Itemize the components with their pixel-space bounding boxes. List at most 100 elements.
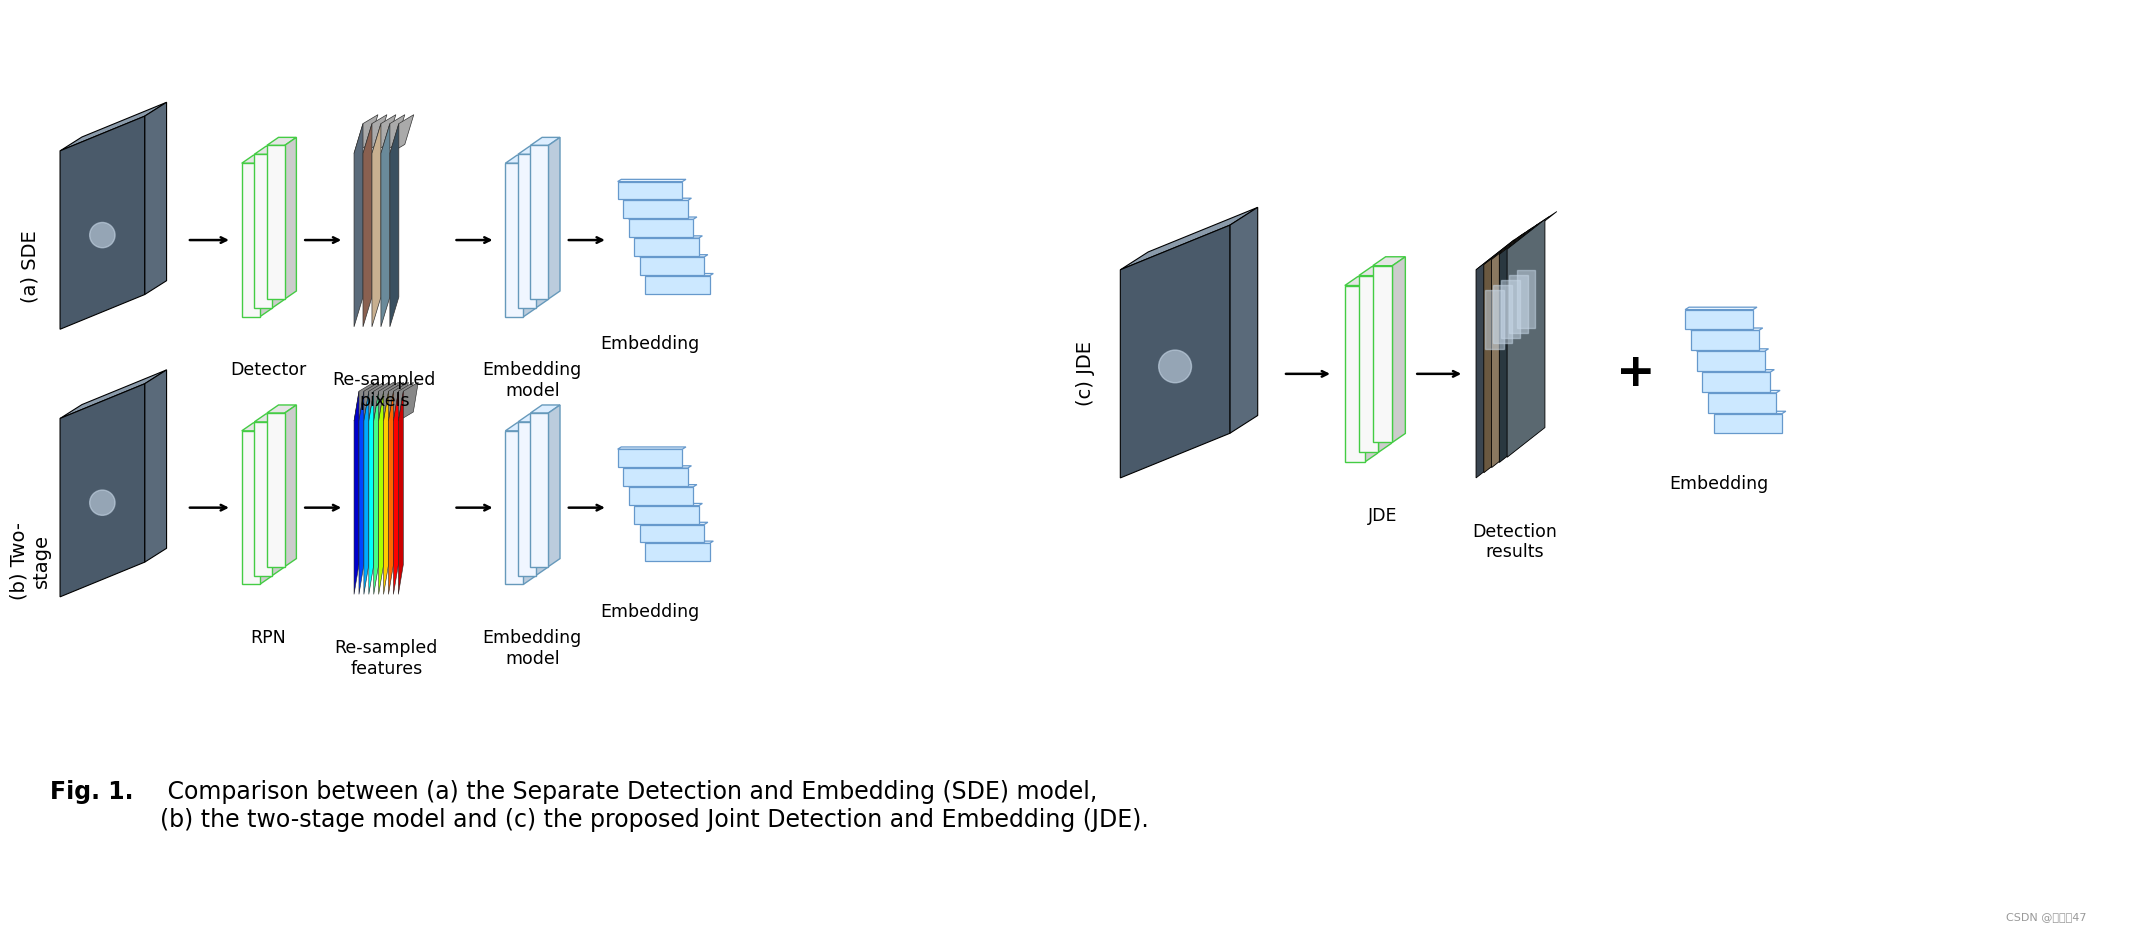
Polygon shape [260, 423, 271, 584]
Polygon shape [260, 155, 271, 317]
Polygon shape [145, 370, 166, 562]
Text: (b) Two-
stage: (b) Two- stage [11, 522, 51, 600]
Polygon shape [530, 405, 560, 413]
Polygon shape [635, 235, 703, 238]
Polygon shape [628, 219, 694, 237]
Polygon shape [379, 383, 398, 421]
Bar [1502, 280, 1521, 339]
Polygon shape [394, 391, 398, 595]
Polygon shape [354, 114, 377, 153]
Polygon shape [530, 137, 560, 145]
Polygon shape [1685, 307, 1757, 310]
Polygon shape [253, 155, 273, 308]
Polygon shape [618, 179, 686, 182]
Text: Embedding
model: Embedding model [484, 361, 581, 401]
Bar [1517, 270, 1536, 328]
Polygon shape [1485, 234, 1521, 473]
Polygon shape [60, 116, 145, 329]
Polygon shape [1708, 390, 1781, 393]
Polygon shape [645, 543, 709, 561]
Polygon shape [60, 102, 166, 151]
Text: CSDN @大笨鱼47: CSDN @大笨鱼47 [2006, 912, 2085, 922]
Polygon shape [241, 423, 271, 431]
Polygon shape [524, 423, 535, 584]
Polygon shape [1491, 230, 1529, 468]
Polygon shape [530, 145, 547, 299]
Polygon shape [635, 504, 703, 506]
Circle shape [89, 490, 115, 515]
Polygon shape [241, 163, 260, 317]
Polygon shape [547, 405, 560, 567]
Polygon shape [1344, 285, 1365, 462]
Polygon shape [253, 414, 283, 422]
Text: Embedding: Embedding [601, 603, 699, 621]
Text: Re-sampled
pixels: Re-sampled pixels [332, 371, 437, 410]
Polygon shape [1500, 217, 1549, 254]
Polygon shape [624, 201, 688, 219]
Polygon shape [618, 182, 682, 200]
Polygon shape [639, 255, 707, 257]
Polygon shape [60, 370, 166, 418]
Polygon shape [635, 506, 699, 523]
Polygon shape [266, 413, 285, 567]
Polygon shape [1120, 225, 1229, 478]
Bar [1508, 275, 1527, 333]
Bar [1493, 285, 1512, 343]
Polygon shape [518, 146, 547, 155]
Polygon shape [645, 274, 714, 276]
Polygon shape [60, 384, 145, 597]
Polygon shape [537, 414, 547, 576]
Text: (a) SDE: (a) SDE [21, 231, 40, 303]
Circle shape [89, 222, 115, 248]
Polygon shape [383, 383, 403, 421]
Polygon shape [379, 391, 383, 595]
Polygon shape [1485, 227, 1534, 265]
Polygon shape [1365, 277, 1378, 462]
Text: +: + [1615, 352, 1655, 397]
Polygon shape [628, 217, 697, 219]
Polygon shape [1715, 411, 1785, 414]
Polygon shape [373, 114, 396, 153]
Polygon shape [624, 198, 692, 201]
Polygon shape [266, 145, 285, 299]
Polygon shape [398, 383, 417, 421]
Polygon shape [241, 155, 271, 163]
Text: Re-sampled
features: Re-sampled features [334, 639, 439, 678]
Text: JDE: JDE [1367, 507, 1397, 524]
Polygon shape [645, 541, 714, 543]
Polygon shape [1120, 207, 1257, 270]
Polygon shape [390, 124, 398, 326]
Polygon shape [253, 146, 283, 155]
Polygon shape [1491, 221, 1542, 260]
Text: Embedding
model: Embedding model [484, 629, 581, 668]
Text: Comparison between (a) the Separate Detection and Embedding (SDE) model,
(b) the: Comparison between (a) the Separate Dete… [160, 780, 1148, 832]
Polygon shape [624, 468, 688, 486]
Polygon shape [362, 124, 373, 326]
Polygon shape [1372, 265, 1393, 443]
Text: Embedding: Embedding [1670, 475, 1768, 493]
Polygon shape [354, 391, 360, 595]
Polygon shape [635, 238, 699, 256]
Polygon shape [624, 466, 692, 468]
Circle shape [1159, 350, 1191, 383]
Polygon shape [354, 383, 375, 421]
Polygon shape [518, 155, 537, 308]
Polygon shape [1500, 224, 1538, 462]
Polygon shape [1685, 310, 1753, 329]
Polygon shape [1691, 330, 1759, 350]
Polygon shape [1393, 257, 1406, 443]
Polygon shape [388, 383, 409, 421]
Polygon shape [1508, 211, 1557, 250]
Polygon shape [364, 383, 383, 421]
Polygon shape [273, 146, 283, 308]
Polygon shape [360, 391, 364, 595]
Polygon shape [390, 114, 413, 153]
Text: Fig. 1.: Fig. 1. [51, 780, 134, 804]
Polygon shape [1708, 393, 1776, 413]
Polygon shape [628, 485, 697, 487]
Polygon shape [639, 522, 707, 524]
Polygon shape [373, 124, 381, 326]
Polygon shape [505, 163, 524, 317]
Polygon shape [368, 383, 388, 421]
Polygon shape [1698, 351, 1764, 371]
